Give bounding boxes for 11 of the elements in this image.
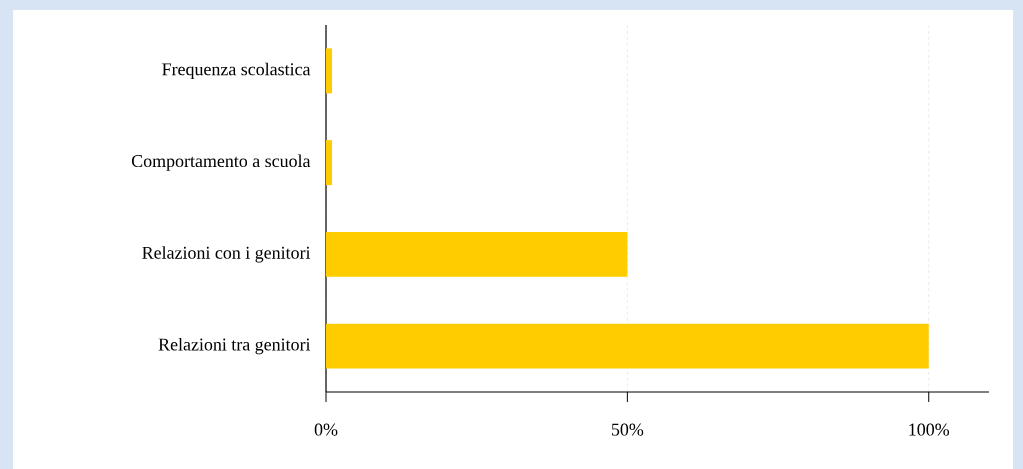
bar bbox=[326, 48, 333, 94]
bar bbox=[326, 323, 929, 369]
bar bbox=[326, 140, 333, 186]
x-tick-label: 0% bbox=[314, 423, 338, 436]
y-tick-label: Comportamento a scuola bbox=[131, 154, 311, 171]
bar bbox=[326, 231, 628, 277]
x-tick-label: 100% bbox=[909, 423, 950, 436]
y-tick-label: Frequenza scolastica bbox=[162, 62, 311, 79]
x-tick-label: 50% bbox=[611, 423, 644, 436]
y-tick-label: Relazioni con i genitori bbox=[142, 246, 311, 263]
y-tick-label: Relazioni tra genitori bbox=[158, 337, 311, 355]
